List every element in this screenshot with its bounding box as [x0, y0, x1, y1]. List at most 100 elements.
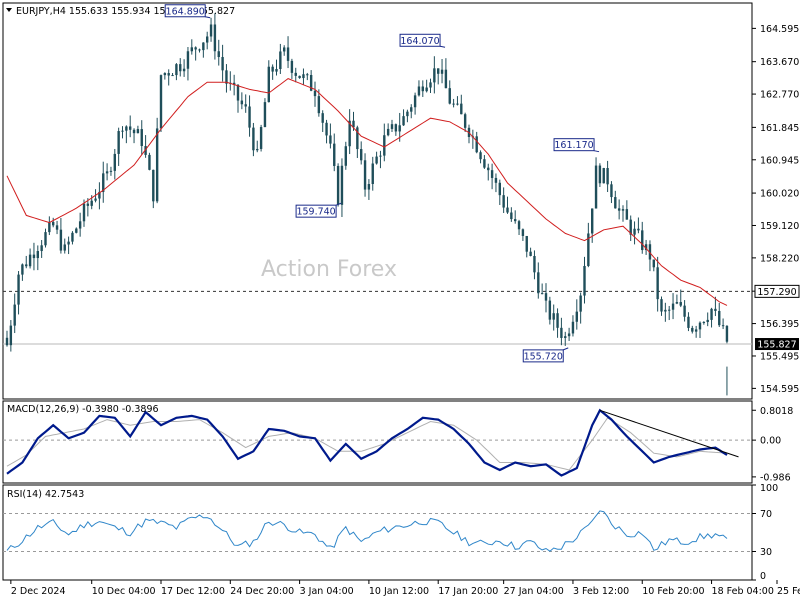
candle-body	[9, 325, 13, 346]
rsi-tick-label: 0	[760, 571, 766, 582]
candle-body	[641, 230, 644, 251]
candle-body	[718, 310, 721, 326]
dropdown-triangle-icon	[6, 8, 12, 12]
candle-body	[494, 177, 498, 183]
last-price-tag	[755, 338, 799, 351]
candle-body	[714, 308, 717, 311]
candle-body	[679, 302, 682, 306]
candle-body	[571, 321, 575, 334]
candle-body	[159, 75, 163, 129]
candle-body	[614, 197, 617, 209]
candle-body	[225, 70, 228, 84]
price-annotation-box	[295, 204, 337, 218]
candle-body	[13, 304, 16, 326]
candle-body	[421, 86, 424, 92]
candle-body	[175, 64, 178, 76]
candle-body	[313, 90, 317, 97]
candle-body	[155, 128, 159, 202]
candle-body	[583, 265, 586, 296]
candle-body	[591, 208, 594, 234]
candle-body	[544, 293, 548, 301]
candle-body	[417, 86, 421, 96]
candle-body	[98, 191, 101, 199]
price-tick-label: 161.845	[760, 123, 799, 134]
candle-body	[75, 228, 78, 233]
candle-body	[691, 327, 694, 332]
candle-body	[386, 128, 390, 136]
candle-body	[179, 64, 182, 72]
candle-body	[352, 120, 355, 128]
candle-body	[606, 168, 609, 185]
price-tick-label: 160.020	[760, 189, 799, 200]
price-annotation-label: 164.070	[400, 36, 439, 47]
candle-body	[113, 153, 116, 171]
candle-body	[510, 212, 513, 220]
candle-body	[329, 135, 332, 144]
time-tick-label: 10 Jan 12:00	[369, 586, 429, 597]
candle-body	[594, 165, 598, 209]
candle-body	[248, 106, 251, 128]
candle-body	[629, 219, 632, 235]
candle-body	[125, 126, 128, 131]
candle-body	[117, 131, 120, 154]
candle-body	[90, 200, 93, 206]
candle-body	[506, 207, 509, 213]
candle-body	[537, 272, 540, 294]
macd-signal-line	[6, 417, 728, 471]
time-tick-label: 17 Jan 20:00	[438, 586, 498, 597]
candle-body	[483, 159, 486, 168]
candle-body	[259, 127, 263, 149]
candle-body	[360, 149, 363, 161]
candle-body	[244, 104, 247, 107]
candle-body	[286, 47, 290, 61]
candle-body	[136, 129, 140, 134]
candle-body	[167, 73, 170, 76]
candle-body	[502, 195, 505, 208]
candle-body	[383, 135, 386, 156]
candle-body	[656, 267, 659, 300]
candle-body	[144, 146, 147, 155]
price-tick-label: 156.395	[760, 319, 799, 330]
candle-body	[17, 274, 20, 305]
candle-body	[702, 322, 706, 324]
time-tick-label: 17 Dec 12:00	[161, 586, 225, 597]
candle-body	[321, 113, 324, 123]
price-frame	[2, 2, 753, 400]
candle-body	[514, 219, 517, 222]
rsi-tick-label: 100	[760, 483, 778, 494]
candle-body	[390, 124, 394, 129]
resistance-tag	[754, 284, 800, 298]
price-annotation-label: 164.890	[166, 6, 205, 17]
candle-body	[63, 244, 66, 251]
candle-body	[660, 299, 663, 312]
price-tick-label: 155.495	[760, 351, 799, 362]
candle-body	[344, 146, 347, 166]
candle-body	[475, 136, 478, 153]
candle-body	[252, 127, 255, 151]
time-tick-label: 24 Dec 20:00	[230, 586, 294, 597]
candle-body	[40, 245, 43, 252]
price-annotation-leader	[563, 347, 569, 351]
candle-body	[202, 42, 205, 51]
candle-body	[540, 293, 544, 295]
candle-body	[182, 68, 186, 72]
candle-body	[617, 208, 621, 211]
candle-body	[290, 60, 294, 73]
candle-body	[302, 74, 305, 79]
candle-body	[579, 295, 582, 312]
candle-body	[336, 165, 340, 205]
candle-body	[171, 75, 174, 77]
rsi-tick-label: 70	[760, 509, 772, 520]
candle-body	[625, 209, 629, 220]
candle-body	[644, 244, 648, 251]
time-tick-label: 25 Feb 12:00	[777, 586, 800, 597]
candle-body	[102, 173, 105, 192]
candle-body	[721, 325, 725, 327]
candle-body	[517, 221, 521, 230]
candle-body	[152, 169, 155, 202]
candle-body	[294, 72, 297, 76]
candle-body	[240, 100, 244, 105]
candle-body	[21, 264, 24, 275]
candle-body	[163, 73, 167, 76]
candle-body	[444, 69, 448, 89]
